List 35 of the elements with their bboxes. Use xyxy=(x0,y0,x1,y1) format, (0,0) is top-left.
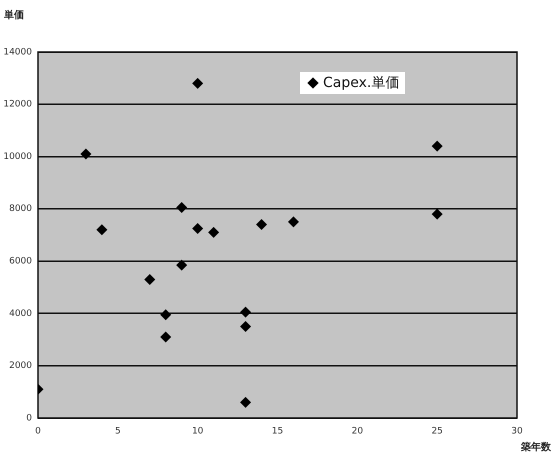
point xyxy=(256,219,268,230)
y-tick-label: 6000 xyxy=(9,256,32,266)
y-tick-label: 2000 xyxy=(9,361,32,372)
y-tick-label: 0 xyxy=(26,413,32,424)
x-tick-label: 15 xyxy=(272,426,284,437)
point xyxy=(240,396,252,408)
point xyxy=(240,306,252,318)
x-axis-title: 築年数 xyxy=(521,440,551,454)
point xyxy=(176,202,188,214)
x-tick-label: 5 xyxy=(114,426,121,437)
point xyxy=(288,216,299,228)
point xyxy=(144,274,156,285)
y-tick-label: 8000 xyxy=(9,204,32,214)
point xyxy=(80,148,92,160)
point xyxy=(176,260,188,271)
point xyxy=(432,208,443,220)
x-tick-label: 10 xyxy=(192,426,204,437)
legend-label: Capex.単価 xyxy=(323,74,400,92)
y-tick-label: 10000 xyxy=(3,152,32,162)
y-tick-label: 12000 xyxy=(3,100,32,110)
point xyxy=(160,331,172,342)
point xyxy=(160,309,172,320)
point xyxy=(192,222,204,234)
point xyxy=(192,78,204,89)
y-tick-label: 4000 xyxy=(9,308,32,319)
x-tick-label: 30 xyxy=(511,426,523,437)
y-tick-label: 14000 xyxy=(3,47,32,58)
x-tick-label: 0 xyxy=(35,426,42,437)
point xyxy=(96,224,108,236)
point xyxy=(208,226,220,238)
x-tick-label: 20 xyxy=(352,426,364,437)
point xyxy=(240,321,252,332)
point xyxy=(432,140,443,152)
x-tick-label: 25 xyxy=(431,426,443,437)
y-axis-title: 単価 xyxy=(4,8,24,22)
